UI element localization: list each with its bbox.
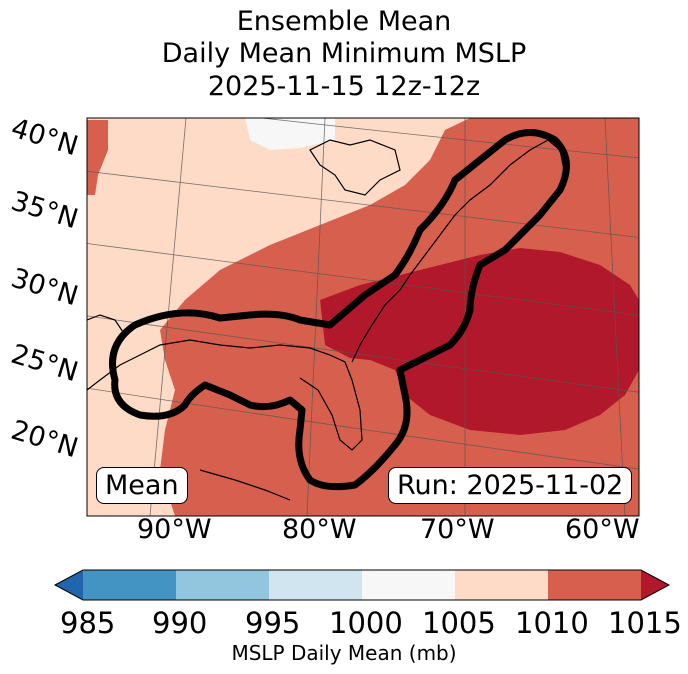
colorbar-label: MSLP Daily Mean (mb) bbox=[231, 641, 457, 665]
colorbar-tick-995: 995 bbox=[245, 606, 301, 640]
colorbar-bin-995-1000 bbox=[269, 570, 362, 600]
colorbar-tick-1015: 1015 bbox=[608, 606, 682, 640]
pressure-band-1005-1010-west bbox=[87, 380, 118, 516]
colorbar-tick-1005: 1005 bbox=[422, 606, 496, 640]
great-lakes bbox=[309, 139, 401, 196]
contour-1015 bbox=[109, 129, 570, 491]
lon-label-70w: 70°W bbox=[420, 514, 495, 545]
pressure-band-above-1015 bbox=[320, 248, 639, 435]
colorbar-tick-990: 990 bbox=[152, 606, 208, 640]
graticule-60w bbox=[604, 118, 626, 516]
colorbar-extend-low bbox=[55, 570, 83, 600]
lon-label-90w: 90°W bbox=[137, 514, 212, 545]
colorbar-bin-990-995 bbox=[176, 570, 269, 600]
pressure-band-1000-1005 bbox=[245, 118, 335, 150]
lon-label-60w: 60°W bbox=[565, 514, 640, 545]
colorbar-tick-1010: 1010 bbox=[515, 606, 589, 640]
title-line-3: 2025-11-15 12z-12z bbox=[207, 71, 481, 102]
lon-label-80w: 80°W bbox=[282, 514, 357, 545]
colorbar-bin-985-990 bbox=[83, 570, 176, 600]
pressure-band-1010-1015-west bbox=[87, 120, 108, 195]
coastline-yucatan bbox=[199, 469, 291, 501]
map-area bbox=[87, 118, 639, 516]
colorbar-outline bbox=[53, 569, 671, 601]
coastline-mexico bbox=[87, 314, 126, 336]
colorbar-tick-1000: 1000 bbox=[329, 606, 403, 640]
colorbar-tick-985: 985 bbox=[60, 606, 116, 640]
colorbar-bin-1005-1010 bbox=[455, 570, 548, 600]
graticule-20n bbox=[87, 387, 639, 470]
title-line-1: Ensemble Mean bbox=[236, 6, 452, 37]
coastline-gulf bbox=[87, 339, 363, 451]
title-line-2: Daily Mean Minimum MSLP bbox=[161, 38, 527, 69]
graticule-80w bbox=[306, 118, 326, 516]
run-date-box: Run: 2025-11-02 bbox=[388, 467, 633, 504]
map-frame bbox=[86, 117, 640, 517]
colorbar-bin-1000-1005 bbox=[362, 570, 455, 600]
colorbar bbox=[53, 569, 671, 601]
graticule-40n bbox=[258, 118, 639, 159]
colorbar-extend-high bbox=[641, 570, 669, 600]
colorbar-bin-1010-1015 bbox=[548, 570, 641, 600]
mean-label-box: Mean bbox=[96, 467, 188, 504]
coastline-atlantic bbox=[351, 139, 566, 363]
